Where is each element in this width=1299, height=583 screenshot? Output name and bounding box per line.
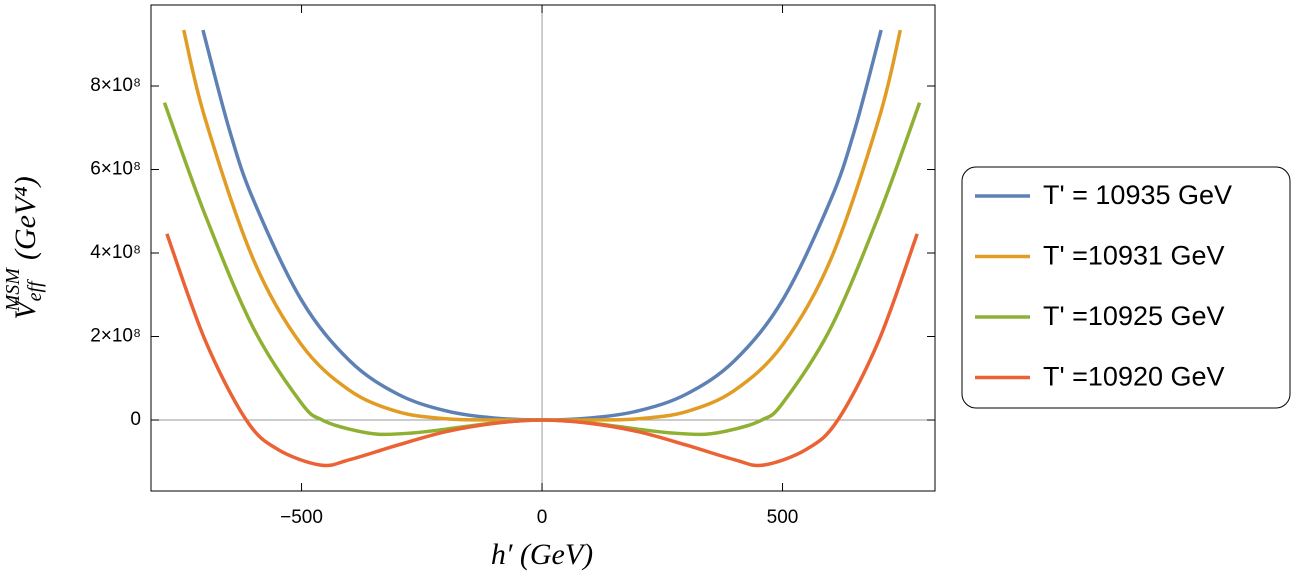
legend-label: T' = 10935 GeV <box>1043 180 1232 210</box>
y-label-unit: (GeV⁴) <box>9 176 42 260</box>
x-tick-label: 500 <box>767 507 799 528</box>
series-line <box>165 233 919 468</box>
y-axis-label: VeffMSM (GeV⁴) <box>2 176 46 319</box>
x-tick-label: −500 <box>280 507 323 528</box>
y-tick-label: 4×10⁸ <box>90 242 141 263</box>
legend-box <box>961 166 1291 409</box>
y-label-sub: eff <box>24 279 46 301</box>
y-tick-label: 6×10⁸ <box>90 159 141 180</box>
y-tick-label: 8×10⁸ <box>90 75 141 96</box>
plot-frame <box>150 4 936 492</box>
x-axis-label: h′ (GeV) <box>491 538 593 571</box>
legend-label: T' =10925 GeV <box>1043 301 1225 331</box>
y-tick-label: 2×10⁸ <box>90 326 141 347</box>
y-tick-label: 0 <box>130 409 141 430</box>
x-tick-label: 0 <box>537 507 548 528</box>
legend-label: T' =10920 GeV <box>1043 362 1225 392</box>
y-label-sup: MSM <box>2 267 24 313</box>
legend-label: T' =10931 GeV <box>1043 241 1225 271</box>
y-label-symbol: V <box>9 298 42 320</box>
